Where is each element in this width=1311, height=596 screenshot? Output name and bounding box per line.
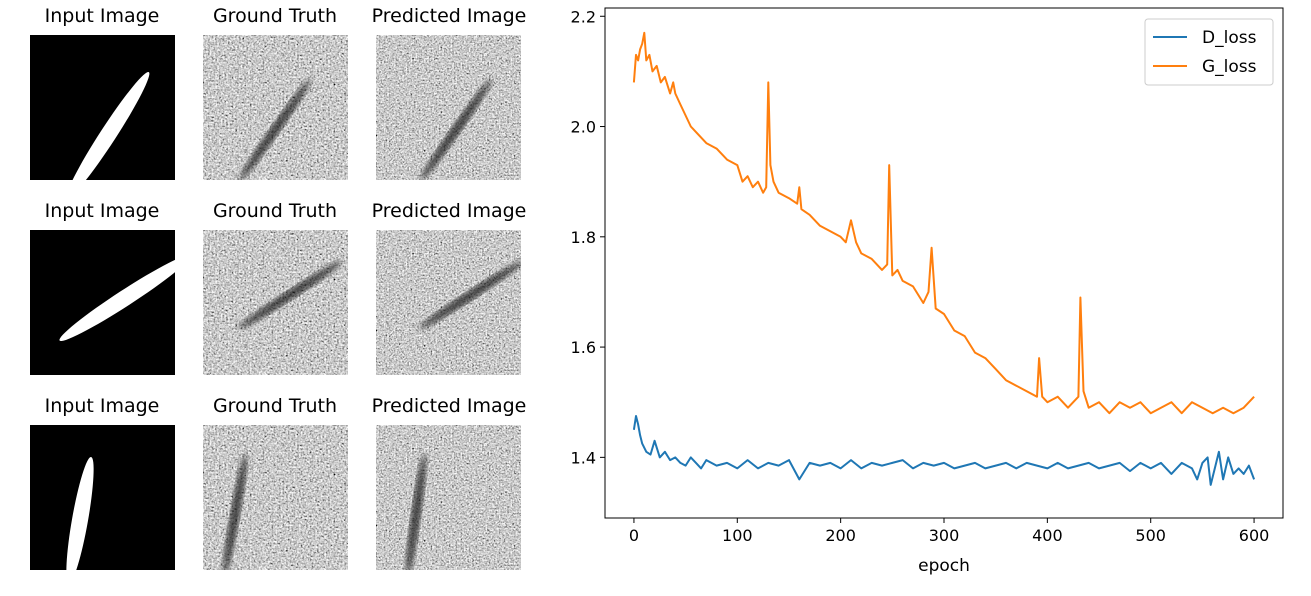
legend-label-g-loss: G_loss [1202,57,1257,77]
x-axis-label: epoch [918,556,970,576]
ellipse-shape [59,254,175,342]
y-tick-label: 1.8 [571,228,596,247]
noise-texture [376,425,521,570]
y-tick-label: 2.2 [571,7,596,26]
predicted-image-title: Predicted Image [371,395,527,417]
ground-truth-title: Ground Truth [212,395,338,417]
dark-streak [239,79,311,180]
input-image-panel [30,230,175,375]
series-line-g-loss [632,31,1255,415]
ground-truth-panel [203,425,348,570]
predicted-image-panel [376,35,521,180]
ground-truth-title: Ground Truth [212,200,338,222]
legend-box [1144,18,1274,86]
legend-label-d-loss: D_loss [1202,28,1257,48]
predicted-image-panel [376,230,521,375]
dark-streak [418,260,521,330]
x-tick-label: 100 [722,526,753,545]
ground-truth-title: Ground Truth [212,5,338,27]
input-image-title: Input Image [44,200,160,222]
y-tick-label: 1.6 [571,338,596,357]
ellipse-shape [66,71,150,180]
dark-streak [223,453,247,570]
input-image-title: Input Image [44,5,160,27]
input-image-title: Input Image [44,395,160,417]
series-line-d-loss [632,415,1256,486]
x-tick-label: 600 [1239,526,1270,545]
dark-streak [406,453,426,570]
predicted-image-title: Predicted Image [371,5,527,27]
noise-texture [203,35,348,180]
x-tick-label: 200 [825,526,856,545]
predicted-image-title: Predicted Image [371,200,527,222]
x-tick-label: 0 [629,526,639,545]
ellipse-shape [66,456,94,570]
ground-truth-panel [203,230,348,375]
x-tick-label: 400 [1032,526,1063,545]
input-image-panel [30,35,175,180]
dark-streak [420,79,492,180]
input-image-panel [30,425,175,570]
noise-texture [376,230,521,375]
y-tick-label: 2.0 [571,118,596,137]
predicted-image-panel [376,425,521,570]
dark-streak [237,260,343,330]
noise-texture [376,35,521,180]
x-tick-label: 500 [1135,526,1166,545]
ground-truth-panel [203,35,348,180]
y-tick-label: 1.4 [571,448,596,467]
x-tick-label: 300 [929,526,960,545]
